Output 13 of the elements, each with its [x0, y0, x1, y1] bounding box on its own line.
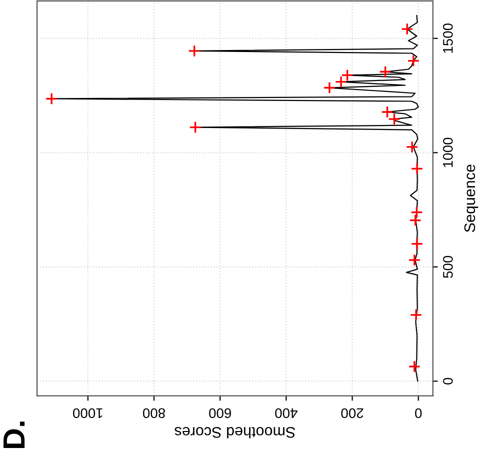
- x-tick-label: 600: [209, 408, 231, 418]
- y-tick-label: 500: [442, 256, 453, 278]
- x-tick-label: 800: [142, 408, 165, 418]
- text: D.: [4, 422, 25, 448]
- x-tick-label: 400: [275, 408, 298, 418]
- x-tick-label: 200: [341, 408, 364, 418]
- x-tick-label: 1000: [73, 408, 102, 418]
- y-tick-label: 1500: [442, 23, 453, 53]
- y-axis-title: Sequence: [464, 164, 478, 232]
- y-tick-label: 0: [442, 378, 453, 384]
- x-tick-label: 0: [415, 408, 422, 418]
- y-tick-label: 1000: [442, 138, 453, 168]
- x-axis-title: Smoothed Scores: [174, 427, 295, 438]
